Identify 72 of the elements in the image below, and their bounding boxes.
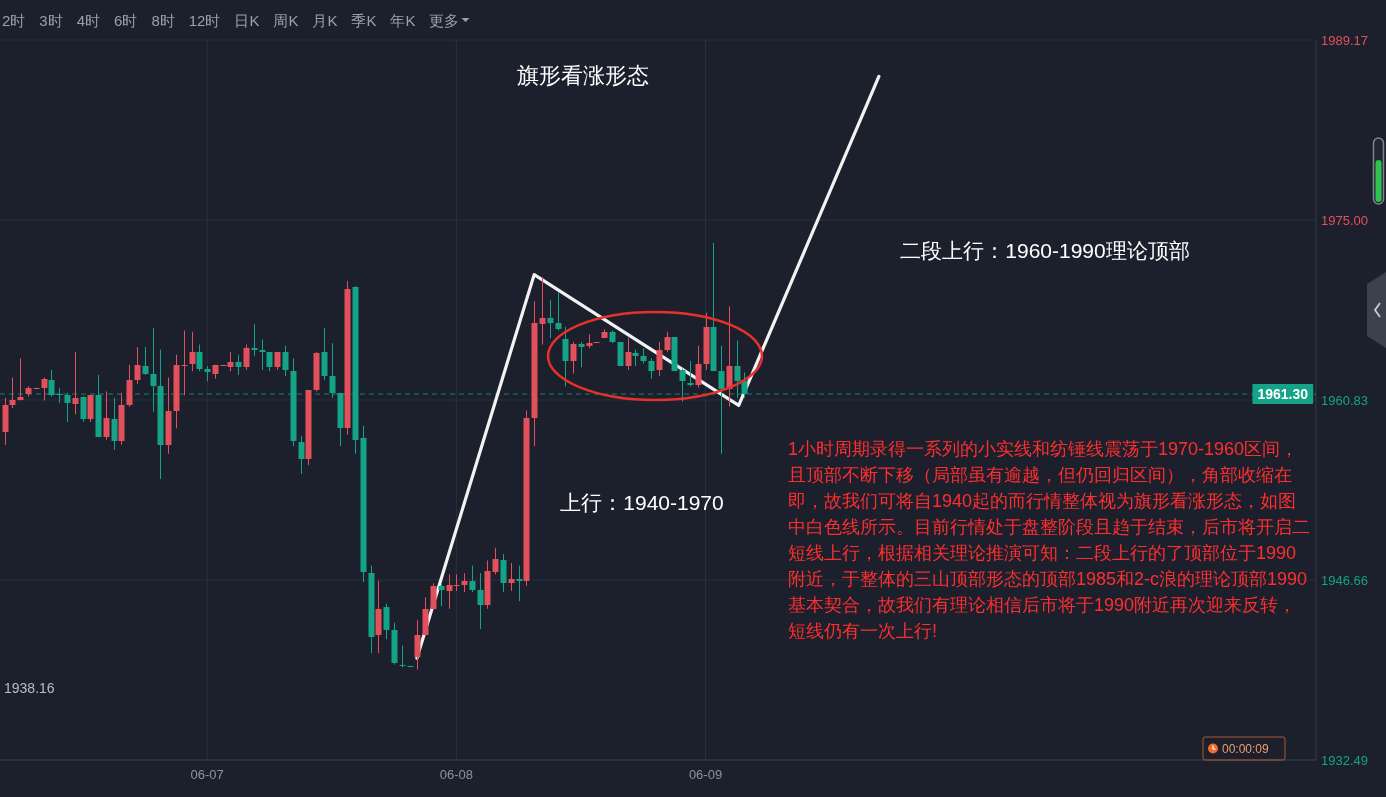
candlestick — [41, 377, 48, 401]
text: 年K — [390, 11, 416, 29]
candlestick — [508, 562, 515, 592]
x-tick-label: 06-07 — [190, 766, 224, 782]
annotation: 二段上行：1960-1990理论顶部 — [900, 238, 1190, 262]
candlestick — [266, 351, 273, 372]
text: 4时 — [76, 11, 101, 29]
y-tick-label: 1932.49 — [1321, 752, 1368, 768]
candlestick — [196, 343, 203, 372]
candlestick — [516, 565, 523, 602]
text: 2时 — [2, 11, 26, 29]
candlestick — [547, 299, 554, 339]
annotation: 1小时周期录得一系列的小实线和纺锤线震荡于1970-1960区间，且顶部不断下移（局部虽有逾越，但仍回归区间），角部收缩在即，故我们可将自1940起的而行情整体视为旗形看涨形态，如图中白色线所示。目前行情处于盘整阶段且趋于结束，后市将开启二短线上行，根据相关理论推演可知：二段上行的了顶部位于1990附近，于整体的三山顶部形态的顶部1985和2-c浪的理论顶部1990基本契合，故我们有理论相信后市将于1990附近再次迎来反转，短线仍有一次上行! — [788, 438, 1311, 643]
candlestick — [134, 346, 141, 385]
candlestick — [625, 337, 632, 371]
text: 旗形看涨形态 — [517, 62, 649, 88]
text: 月K — [312, 11, 338, 29]
annotation: 上行：1940-1970 — [560, 490, 724, 514]
candlestick — [9, 377, 16, 409]
candlestick — [80, 396, 87, 423]
ref-line-label: 1961.30 — [1257, 386, 1309, 403]
y-tick-label: 1989.17 — [1321, 32, 1368, 48]
y-tick-label: 1975.00 — [1321, 212, 1368, 228]
candlestick — [555, 291, 562, 332]
candlestick — [251, 323, 258, 357]
candlestick — [235, 354, 242, 376]
candlestick — [298, 435, 305, 475]
candlestick — [259, 338, 266, 371]
candlestick — [469, 565, 476, 593]
candlestick — [664, 331, 671, 353]
y-tick-label: 1960.83 — [1321, 392, 1368, 408]
candlestick — [189, 331, 196, 372]
candlestick — [461, 572, 468, 593]
candlestick — [282, 345, 289, 377]
candlestick — [142, 346, 149, 376]
candlestick — [438, 582, 445, 607]
x-tick-label: 06-08 — [439, 766, 473, 782]
annotation: 00:00:09 — [1222, 741, 1270, 756]
candlestick — [477, 572, 484, 630]
candlestick — [539, 276, 546, 345]
text: 更多 — [429, 11, 460, 29]
text: 日K — [234, 11, 260, 29]
candlestick — [578, 341, 585, 368]
candlestick — [111, 397, 118, 451]
candlestick — [87, 394, 94, 423]
candlestick — [500, 553, 507, 593]
text: 周K — [273, 11, 299, 29]
candlestick — [570, 341, 577, 375]
y-tick-label: 1946.66 — [1321, 572, 1368, 588]
candlestick — [103, 390, 110, 441]
text: 3时 — [39, 11, 63, 29]
annotation: 1938.16 — [4, 680, 55, 696]
candlestick — [430, 582, 437, 611]
candlestick — [656, 341, 663, 377]
text: 8时 — [151, 11, 175, 29]
candlestick — [492, 547, 499, 575]
candlestick — [321, 327, 328, 381]
x-tick-label: 06-09 — [688, 766, 723, 782]
candlestick — [243, 343, 250, 371]
text: 季K — [351, 11, 377, 29]
candlestick — [687, 360, 694, 387]
candlestick — [414, 619, 421, 671]
text: 12时 — [188, 11, 221, 29]
candlestick — [695, 345, 702, 389]
candlestick — [648, 357, 655, 380]
text: 6时 — [114, 11, 138, 29]
candlestick — [181, 330, 188, 396]
candlestick — [399, 645, 406, 668]
candlestick — [383, 603, 390, 640]
candlestick — [17, 357, 24, 401]
candlestick — [72, 351, 79, 415]
candlestick — [562, 326, 569, 387]
